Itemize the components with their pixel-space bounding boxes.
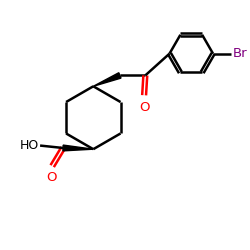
Polygon shape <box>93 73 121 86</box>
Text: Br: Br <box>232 47 247 60</box>
Text: O: O <box>139 100 149 114</box>
Text: HO: HO <box>20 139 39 152</box>
Polygon shape <box>63 145 93 151</box>
Text: O: O <box>46 172 57 184</box>
